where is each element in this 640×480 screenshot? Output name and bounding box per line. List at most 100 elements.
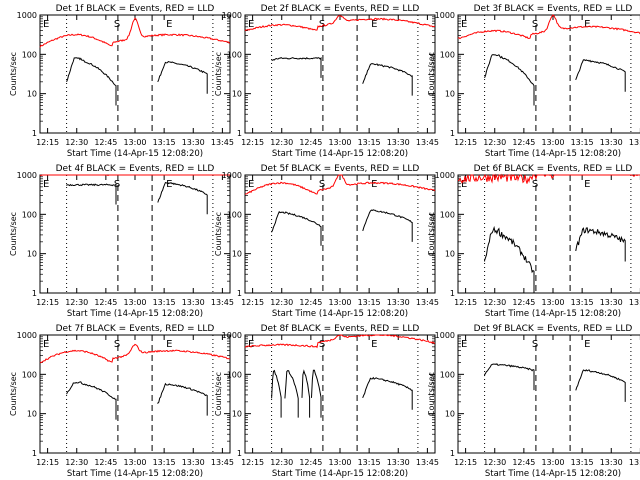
x-tick-label: 12:45	[94, 138, 117, 147]
y-tick-label: 10	[27, 250, 37, 259]
x-tick-label: 12:45	[94, 298, 117, 307]
marker-E-left: E	[43, 19, 49, 30]
series-events-line	[271, 209, 413, 246]
series-events-line	[66, 381, 208, 420]
y-tick-label: 100	[227, 210, 242, 219]
y-axis-label: Counts/sec	[427, 52, 436, 96]
x-tick-label: 12:30	[270, 458, 293, 467]
x-tick-label: 12:15	[36, 298, 59, 307]
y-axis-label: Counts/sec	[214, 372, 223, 416]
series-lld-line	[39, 343, 231, 364]
series-events-line	[271, 56, 413, 96]
x-tick-label: 12:45	[512, 458, 535, 467]
y-tick-label: 100	[440, 210, 455, 219]
marker-S: S	[532, 19, 538, 30]
x-tick-label: 13:45	[629, 298, 640, 307]
x-tick-label: 12:15	[454, 458, 477, 467]
x-tick-label: 12:45	[299, 138, 322, 147]
panel-det-7: Det 7f BLACK = Events, RED = LLD 1 10 100 10…	[9, 324, 234, 479]
series-lld-line	[244, 15, 436, 32]
x-tick-label: 13:15	[358, 298, 381, 307]
marker-E-left: E	[248, 179, 254, 190]
series-lld-line	[244, 334, 436, 349]
x-axis-label: Start Time (14-Apr-15 12:08:20)	[67, 309, 203, 319]
marker-E-left: E	[461, 179, 467, 190]
y-tick-label: 1	[450, 289, 455, 298]
y-tick-label: 1	[32, 129, 37, 138]
x-tick-label: 12:15	[36, 138, 59, 147]
y-tick-label: 100	[227, 50, 242, 59]
panel-det-3: Det 3f BLACK = Events, RED = LLD 1 10 100 10…	[427, 4, 640, 159]
y-tick-label: 1000	[17, 11, 37, 20]
marker-E-left: E	[43, 339, 49, 350]
x-tick-label: 12:30	[65, 138, 88, 147]
x-tick-label: 13:15	[571, 138, 594, 147]
y-tick-label: 1	[237, 129, 242, 138]
x-tick-label: 12:30	[65, 298, 88, 307]
marker-E-right: E	[584, 19, 590, 30]
marker-E-right: E	[584, 339, 590, 350]
x-tick-label: 13:00	[541, 298, 564, 307]
x-tick-label: 12:30	[65, 458, 88, 467]
x-tick-label: 13:00	[328, 138, 351, 147]
x-tick-label: 12:15	[36, 458, 59, 467]
series-events-line	[271, 369, 413, 418]
x-axis-label: Start Time (14-Apr-15 12:08:20)	[67, 469, 203, 479]
x-tick-label: 13:30	[182, 138, 205, 147]
x-tick-label: 13:15	[358, 138, 381, 147]
x-axis-label: Start Time (14-Apr-15 12:08:20)	[272, 149, 408, 159]
x-tick-label: 13:45	[416, 298, 439, 307]
y-tick-label: 1	[237, 449, 242, 458]
x-tick-label: 12:45	[512, 298, 535, 307]
x-tick-label: 12:15	[241, 458, 264, 467]
x-tick-label: 13:00	[328, 458, 351, 467]
series-lld-line	[244, 174, 436, 195]
panel-title: Det 3f BLACK = Events, RED = LLD	[474, 4, 633, 14]
y-tick-label: 1000	[222, 11, 242, 20]
plot-frame	[244, 174, 436, 294]
x-tick-label: 12:30	[270, 138, 293, 147]
series-lld-line	[457, 173, 640, 184]
series-lld-line	[39, 17, 231, 48]
y-tick-label: 10	[232, 410, 242, 419]
x-tick-label: 13:30	[387, 458, 410, 467]
x-axis-label: Start Time (14-Apr-15 12:08:20)	[485, 309, 621, 319]
x-tick-label: 12:15	[241, 298, 264, 307]
plot-frame	[457, 334, 640, 454]
x-tick-label: 12:30	[483, 458, 506, 467]
panel-det-6: Det 6f BLACK = Events, RED = LLD 1 10 100 10…	[427, 164, 640, 319]
marker-E-right: E	[371, 179, 377, 190]
x-tick-label: 13:15	[153, 458, 176, 467]
series-lld-line	[39, 174, 230, 177]
plot-frame	[39, 14, 231, 134]
series-events-line	[484, 363, 626, 402]
marker-E-right: E	[166, 19, 172, 30]
y-tick-label: 100	[22, 50, 37, 59]
y-tick-label: 1	[450, 129, 455, 138]
y-tick-label: 1000	[17, 331, 37, 340]
x-axis-label: Start Time (14-Apr-15 12:08:20)	[485, 469, 621, 479]
x-tick-label: 12:45	[299, 298, 322, 307]
y-axis-label: Counts/sec	[427, 372, 436, 416]
y-tick-label: 100	[22, 210, 37, 219]
x-tick-label: 12:30	[483, 138, 506, 147]
x-tick-label: 13:15	[358, 458, 381, 467]
x-tick-label: 13:15	[153, 138, 176, 147]
y-tick-label: 10	[232, 90, 242, 99]
x-tick-label: 13:00	[541, 138, 564, 147]
x-axis-label: Start Time (14-Apr-15 12:08:20)	[485, 149, 621, 159]
x-tick-label: 13:30	[600, 458, 623, 467]
plot-frame	[457, 14, 640, 134]
marker-E-left: E	[248, 19, 254, 30]
marker-E-right: E	[166, 179, 172, 190]
marker-S: S	[319, 339, 325, 350]
x-tick-label: 13:45	[211, 298, 234, 307]
x-tick-label: 12:30	[270, 298, 293, 307]
series-lld-line	[457, 14, 640, 40]
panel-det-4: Det 4f BLACK = Events, RED = LLD 1 10 100 10…	[9, 164, 234, 319]
x-tick-label: 13:15	[571, 458, 594, 467]
y-tick-label: 1000	[435, 171, 455, 180]
panel-det-1: Det 1f BLACK = Events, RED = LLD 1 10 100 10…	[9, 4, 234, 159]
panel-det-8: Det 8f BLACK = Events, RED = LLD 1 10 100 10…	[214, 324, 439, 479]
panel-title: Det 2f BLACK = Events, RED = LLD	[261, 4, 420, 14]
